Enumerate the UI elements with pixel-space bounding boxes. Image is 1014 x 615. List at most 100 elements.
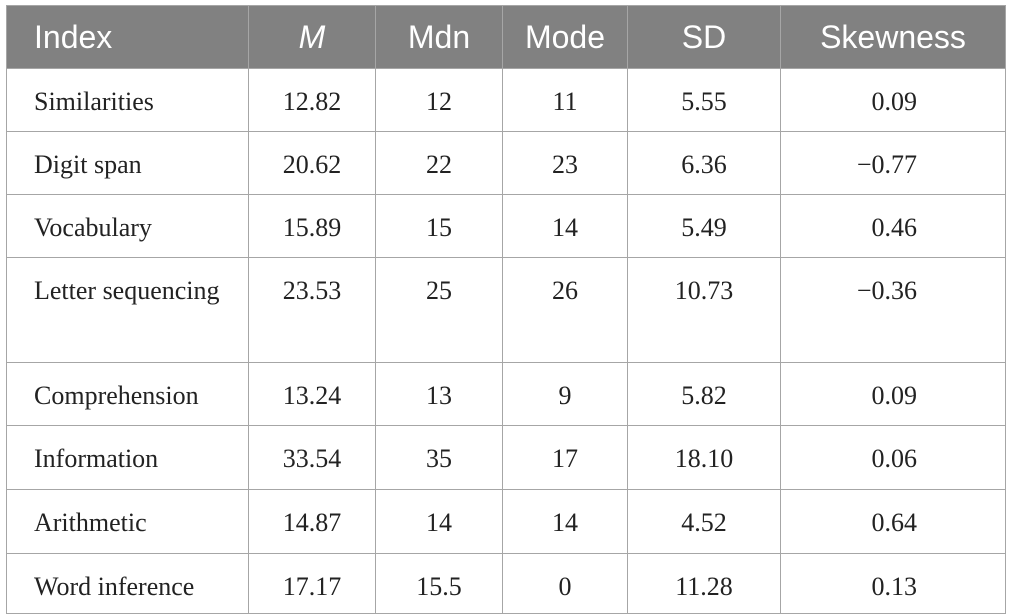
cell-text: 13.24: [282, 381, 342, 410]
table-row: Vocabulary 15.89 15 14 5.49 0.46: [6, 194, 1006, 258]
cell: 0.09: [780, 362, 1006, 426]
cell-text: 14: [552, 508, 578, 537]
cell-text: Letter sequencing: [34, 276, 220, 305]
cell: 5.49: [627, 194, 781, 258]
cell-text: Arithmetic: [34, 508, 147, 537]
cell-text: −0.77: [856, 150, 917, 179]
cell: 9: [502, 362, 628, 426]
cell-text: 25: [426, 276, 452, 305]
cell-text: Similarities: [34, 87, 154, 116]
cell: 13.24: [248, 362, 376, 426]
cell-text: 15.89: [282, 213, 342, 242]
cell-text: 15: [426, 213, 452, 242]
cell: 18.10: [627, 425, 781, 490]
cell: 15: [375, 194, 503, 258]
row-label: Comprehension: [6, 362, 249, 426]
cell: 26: [502, 257, 628, 363]
cell: 0.06: [780, 425, 1006, 490]
cell: 5.55: [627, 68, 781, 132]
cell: 35: [375, 425, 503, 490]
cell: −0.77: [780, 131, 1006, 195]
cell-text: 0.13: [871, 572, 918, 601]
cell-text: 26: [552, 276, 578, 305]
cell-text: 5.55: [681, 87, 727, 116]
cell-text: Vocabulary: [34, 213, 152, 242]
cell: 14: [375, 489, 503, 554]
cell-text: Digit span: [34, 150, 142, 179]
cell: 0: [502, 553, 628, 614]
cell-text: 13: [426, 381, 452, 410]
header-cell: M: [248, 5, 376, 69]
cell: 22: [375, 131, 503, 195]
table-row: Word inference 17.17 15.5 0 11.28 0.13: [6, 553, 1006, 614]
cell: 12.82: [248, 68, 376, 132]
cell: 17: [502, 425, 628, 490]
row-label: Arithmetic: [6, 489, 249, 554]
cell-text: 12.82: [282, 87, 342, 116]
cell: 15.5: [375, 553, 503, 614]
cell-text: 15.5: [416, 572, 462, 601]
cell-text: 9: [558, 381, 572, 410]
cell-text: 23: [552, 150, 578, 179]
cell: 15.89: [248, 194, 376, 258]
table-row: Information 33.54 35 17 18.10 0.06: [6, 425, 1006, 490]
row-label: Digit span: [6, 131, 249, 195]
table-body: Similarities 12.82 12 11 5.55 0.09 Digit span 2…: [6, 68, 1006, 614]
header-cell: Mdn: [375, 5, 503, 69]
cell-text: 0.09: [871, 87, 918, 116]
cell-text: Information: [34, 444, 159, 473]
cell-text: 22: [426, 150, 452, 179]
header-cell: Skewness: [780, 5, 1006, 69]
cell: 25: [375, 257, 503, 363]
cell: 11.28: [627, 553, 781, 614]
cell: 23.53: [248, 257, 376, 363]
cell: 14: [502, 194, 628, 258]
cell: 4.52: [627, 489, 781, 554]
cell: 33.54: [248, 425, 376, 490]
cell-text: 14: [552, 213, 578, 242]
cell: 0.09: [780, 68, 1006, 132]
cell: 5.82: [627, 362, 781, 426]
cell-text: 5.82: [681, 381, 727, 410]
cell: 14.87: [248, 489, 376, 554]
cell: 11: [502, 68, 628, 132]
table-row: Similarities 12.82 12 11 5.55 0.09: [6, 68, 1006, 132]
cell-text: 0.06: [871, 444, 918, 473]
cell-text: 14.87: [282, 508, 342, 537]
cell-text: 12: [426, 87, 452, 116]
row-label: Letter sequencing: [6, 257, 249, 363]
cell-text: 5.49: [681, 213, 727, 242]
cell: 13: [375, 362, 503, 426]
cell-text: 17.17: [282, 572, 342, 601]
cell-text: 35: [426, 444, 452, 473]
cell-text: −0.36: [856, 276, 917, 305]
cell-text: 11.28: [675, 572, 733, 601]
cell: 20.62: [248, 131, 376, 195]
cell: 12: [375, 68, 503, 132]
row-label: Similarities: [6, 68, 249, 132]
cell-text: 14: [426, 508, 452, 537]
cell-text: 11: [552, 87, 578, 116]
table-row: Digit span 20.62 22 23 6.36 −0.77: [6, 131, 1006, 195]
cell-text: 0: [558, 572, 572, 601]
cell-text: Word inference: [34, 572, 195, 601]
cell: −0.36: [780, 257, 1006, 363]
cell: 23: [502, 131, 628, 195]
row-label: Word inference: [6, 553, 249, 614]
cell-text: 0.64: [871, 508, 918, 537]
cell-text: 4.52: [681, 508, 727, 537]
row-label: Vocabulary: [6, 194, 249, 258]
cell-text: 0.46: [871, 213, 918, 242]
table-row: Arithmetic 14.87 14 14 4.52 0.64: [6, 489, 1006, 554]
cell-text: 33.54: [282, 444, 342, 473]
table-row: Letter sequencing 23.53 25 26 10.73 −0.36: [6, 257, 1006, 363]
cell: 17.17: [248, 553, 376, 614]
cell-text: 18.10: [674, 444, 734, 473]
cell: 0.46: [780, 194, 1006, 258]
header-cell: Mode: [502, 5, 628, 69]
stats-table: Index M Mdn Mode SD Skewness Similarities 12.8…: [6, 5, 1006, 614]
cell-text: 6.36: [681, 150, 727, 179]
cell-text: 17: [552, 444, 578, 473]
cell: 14: [502, 489, 628, 554]
